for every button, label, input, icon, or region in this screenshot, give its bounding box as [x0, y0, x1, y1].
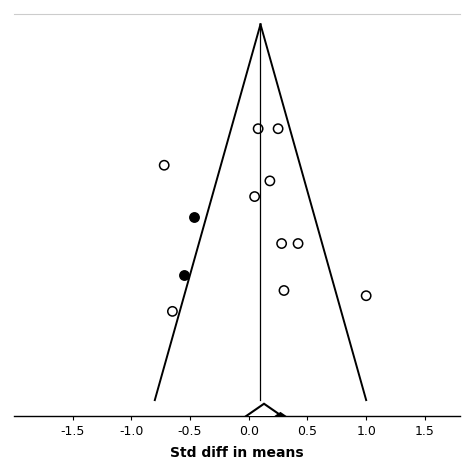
- X-axis label: Std diff in means: Std diff in means: [170, 446, 304, 460]
- Point: [251, 193, 258, 201]
- Point: [274, 125, 282, 133]
- Point: [280, 287, 288, 294]
- Polygon shape: [243, 404, 285, 433]
- Point: [255, 125, 262, 133]
- Point: [363, 292, 370, 300]
- Point: [190, 214, 197, 221]
- Point: [278, 240, 285, 247]
- Point: [160, 162, 168, 169]
- Point: [181, 271, 188, 279]
- Polygon shape: [265, 413, 296, 434]
- Point: [266, 177, 273, 185]
- Point: [169, 308, 176, 315]
- Point: [294, 240, 302, 247]
